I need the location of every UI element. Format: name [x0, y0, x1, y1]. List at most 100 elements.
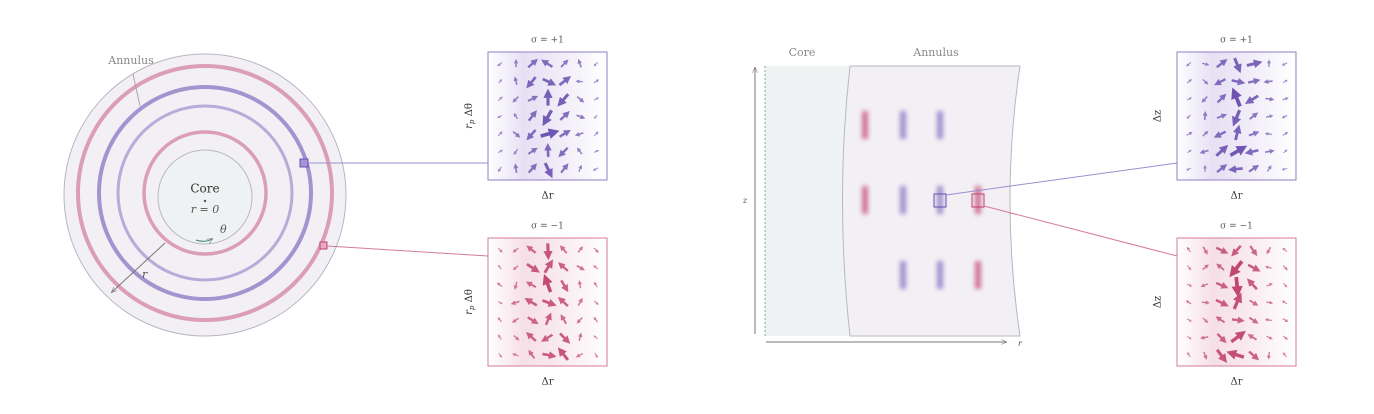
vector-arrow [1202, 62, 1210, 67]
vector-arrow [497, 131, 503, 137]
vector-arrow [559, 111, 570, 121]
vector-arrow [542, 77, 557, 86]
vector-arrow [526, 129, 537, 141]
vector-arrow [1199, 149, 1209, 155]
vector-arrow [512, 353, 519, 357]
vector-arrow [526, 76, 537, 89]
vector-arrow [1265, 148, 1275, 154]
vector-arrow [593, 131, 599, 137]
annulus-label-right: Annulus [912, 46, 959, 59]
panel-y-label: Δz [1153, 110, 1164, 123]
panel-x-label: Δr [541, 191, 553, 202]
vector-arrow [1216, 113, 1228, 119]
vector-arrow [1231, 316, 1245, 324]
vector-arrow [557, 93, 570, 107]
vector-arrow [593, 300, 599, 306]
y-label-sub: p [468, 305, 476, 310]
vector-arrow [593, 62, 598, 67]
vector-arrow [1247, 77, 1261, 85]
vector-arrow [513, 148, 519, 155]
vector-arrow [574, 131, 584, 137]
vector-arrow [525, 331, 537, 342]
vector-arrow [526, 245, 537, 254]
vector-arrow [1200, 283, 1209, 288]
vector-arrow [1233, 124, 1242, 141]
vector-arrow [541, 298, 557, 307]
vector-arrow [558, 75, 572, 87]
vector-arrow [1265, 114, 1274, 119]
vector-arrow [559, 332, 571, 344]
vector-arrow [575, 352, 584, 358]
field-blob [937, 111, 943, 139]
vector-arrow [1216, 93, 1227, 104]
vector-arrow [1231, 244, 1242, 257]
y-label-rest: Δθ [464, 103, 475, 119]
vector-arrow [527, 163, 538, 174]
vector-arrow [1186, 79, 1192, 84]
field-blob [900, 111, 906, 139]
vector-arrow [1266, 300, 1274, 305]
vector-arrow [594, 352, 598, 359]
vector-arrow [577, 332, 583, 341]
vector-arrow [497, 115, 503, 119]
vector-arrow [542, 351, 557, 360]
vector-arrow [593, 316, 599, 323]
vector-arrow [1282, 97, 1289, 101]
vector-arrow [1246, 59, 1263, 69]
vector-arrow [1216, 263, 1225, 271]
vector-arrow [1215, 281, 1229, 289]
vector-arrow [1230, 330, 1246, 344]
vector-arrow [578, 164, 583, 173]
y-label-base: r [464, 309, 475, 315]
vector-arrow [1215, 246, 1229, 254]
vector-arrow [1231, 77, 1246, 86]
vector-arrow [527, 147, 538, 155]
vector-arrow [1201, 300, 1210, 305]
vector-arrow [593, 97, 600, 101]
panel-title: σ = +1 [531, 36, 564, 46]
vector-arrow [1281, 167, 1288, 171]
vector-arrow [1186, 318, 1192, 322]
vector-arrow [1216, 59, 1228, 69]
vector-arrow [1186, 149, 1192, 154]
vector-arrow [1203, 351, 1208, 360]
vector-arrow [513, 281, 518, 290]
vector-arrow [1264, 132, 1272, 136]
field-blob [975, 186, 981, 214]
vector-arrow [526, 263, 540, 273]
vector-arrow [1215, 348, 1228, 364]
vector-arrow [524, 297, 538, 307]
vector-arrow [1186, 114, 1191, 119]
vector-arrow [576, 264, 585, 271]
vector-arrow [510, 300, 520, 306]
vector-arrow [513, 163, 519, 173]
vector-arrow [1186, 283, 1193, 287]
vector-arrow [540, 333, 554, 342]
panel-y-label: rp Δθ [464, 103, 477, 129]
vector-arrow [528, 349, 536, 359]
vector-arrow [558, 146, 569, 158]
panel-x-label: Δr [541, 377, 553, 388]
vector-arrow [1283, 149, 1288, 154]
vector-arrow [1186, 97, 1192, 101]
vector-arrow [1216, 332, 1227, 344]
vector-arrow [1282, 247, 1288, 252]
r-label: r [142, 268, 148, 281]
vector-arrow [1202, 264, 1209, 271]
vector-arrow [577, 246, 584, 253]
vector-arrow [1186, 246, 1191, 253]
vector-arrow [1282, 335, 1288, 340]
vector-arrow [1185, 300, 1192, 305]
vector-arrow [1215, 316, 1226, 324]
vector-arrow [593, 79, 600, 84]
panel-y-label: rp Δθ [464, 289, 477, 315]
vector-arrow [1266, 246, 1272, 255]
vector-arrow [540, 128, 560, 139]
annulus-label: Annulus [107, 54, 154, 67]
vector-arrow [576, 317, 583, 324]
vector-arrow [1266, 351, 1271, 360]
vector-arrow [593, 114, 598, 119]
vector-arrow [1200, 335, 1209, 340]
field-blob [900, 186, 906, 214]
